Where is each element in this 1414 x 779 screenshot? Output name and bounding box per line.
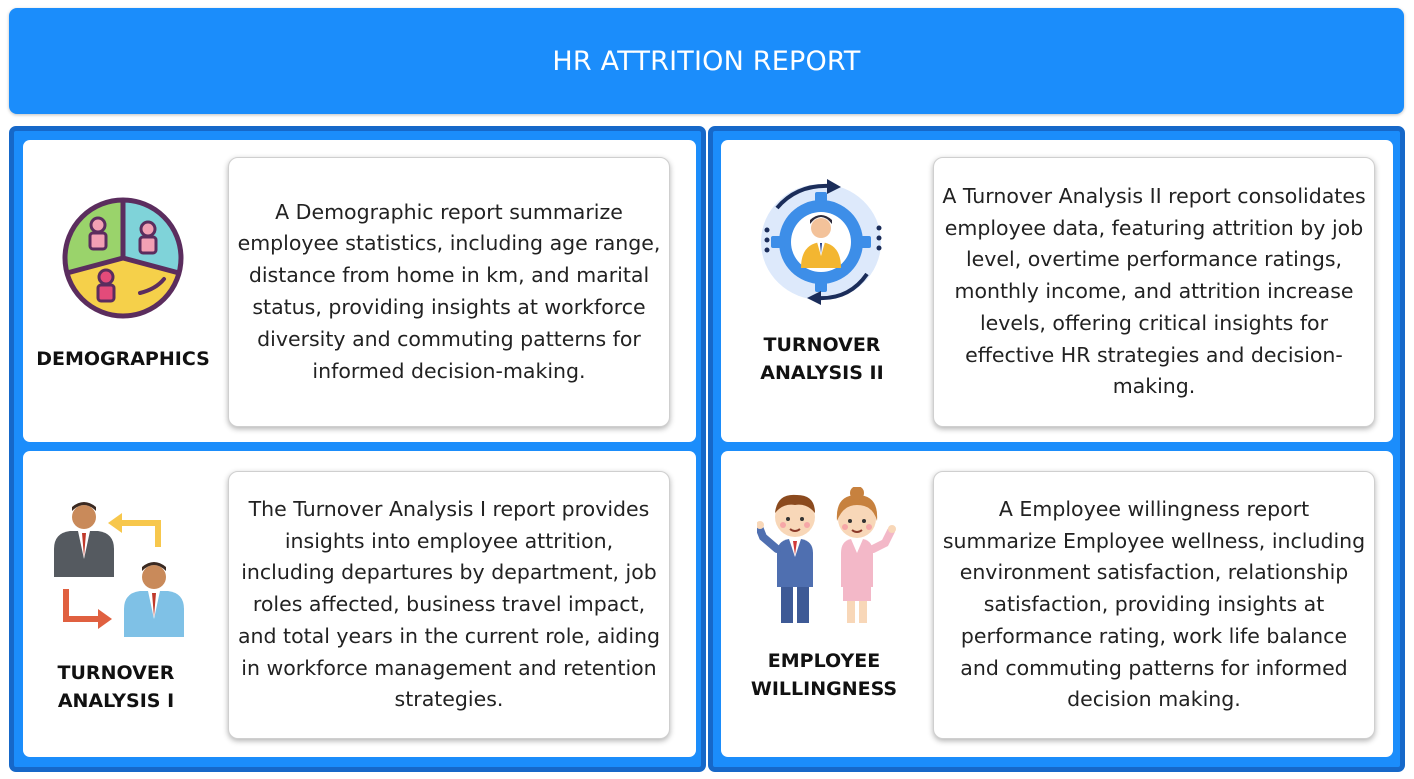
employee-willingness-title: EMPLOYEE WILLINGNESS — [750, 650, 898, 700]
demographics-card[interactable]: DEMOGRAPHICS A Demographic report summar… — [23, 140, 696, 442]
demographics-title: DEMOGRAPHICS — [36, 348, 210, 370]
turnover-analysis-1-title: TURNOVER ANALYSIS I — [57, 662, 175, 712]
turnover-analysis-1-description-box: The Turnover Analysis I report provides … — [228, 471, 670, 739]
two-employees-icon — [755, 486, 897, 627]
employee-willingness-description-box: A Employee willingness report summarize … — [933, 471, 1375, 739]
right-panel: TURNOVER ANALYSIS II A Turnover Analysis… — [708, 126, 1405, 772]
turnover-analysis-2-card[interactable]: TURNOVER ANALYSIS II A Turnover Analysis… — [721, 140, 1393, 442]
report-header: HR ATTRITION REPORT — [9, 8, 1404, 114]
demographics-description: A Demographic report summarize employee … — [237, 199, 661, 383]
turnover-analysis-2-title: TURNOVER ANALYSIS II — [760, 334, 884, 384]
left-panel: DEMOGRAPHICS A Demographic report summar… — [9, 126, 706, 772]
employee-willingness-card[interactable]: EMPLOYEE WILLINGNESS A Employee willingn… — [721, 451, 1393, 757]
employee-gear-cycle-icon — [757, 178, 892, 308]
employee-willingness-description: A Employee willingness report summarize … — [942, 496, 1366, 712]
page-title: HR ATTRITION REPORT — [552, 45, 861, 77]
demographics-description-box: A Demographic report summarize employee … — [228, 157, 670, 427]
employee-swap-arrows-icon — [50, 497, 192, 639]
turnover-analysis-1-card[interactable]: TURNOVER ANALYSIS I The Turnover Analysi… — [23, 451, 696, 757]
turnover-analysis-2-description-box: A Turnover Analysis II report consolidat… — [933, 157, 1375, 427]
turnover-analysis-2-description: A Turnover Analysis II report consolidat… — [942, 183, 1366, 399]
demographics-pie-people-icon — [60, 195, 186, 321]
turnover-analysis-1-description: The Turnover Analysis I report provides … — [237, 496, 661, 712]
